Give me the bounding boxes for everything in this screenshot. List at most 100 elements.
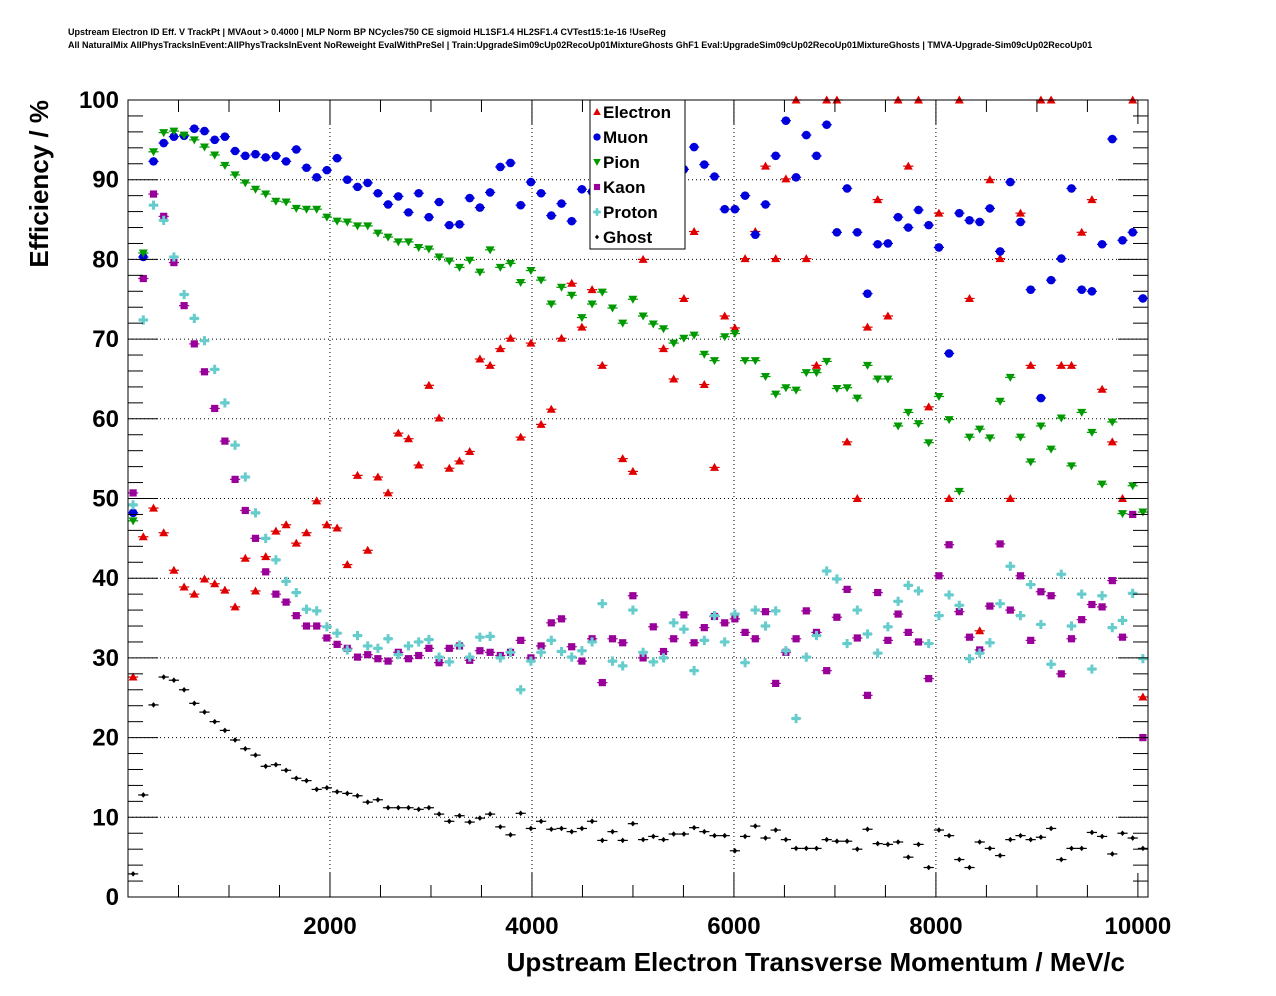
electron-point — [873, 195, 883, 204]
ghost-point — [487, 811, 493, 817]
pion-point — [883, 375, 893, 384]
ghost-point — [661, 836, 666, 843]
electron-point — [506, 333, 515, 342]
electron-point — [363, 545, 373, 554]
ghost-point — [436, 811, 442, 817]
pion-point — [342, 218, 352, 227]
kaon-point — [241, 506, 249, 515]
kaon-point — [517, 636, 525, 644]
pion-point — [485, 246, 495, 255]
y-tick-label: 60 — [92, 406, 119, 433]
muon-point — [567, 216, 576, 226]
pion-point — [455, 263, 464, 272]
kaon-point — [639, 654, 647, 662]
kaon-point — [1027, 636, 1035, 644]
pion-point — [536, 276, 546, 285]
pion-point — [495, 263, 505, 272]
muon-point — [230, 146, 240, 156]
pion-point — [159, 129, 169, 138]
muon-point — [526, 177, 536, 187]
ghost-point — [722, 832, 728, 839]
muon-point — [475, 203, 485, 212]
muon-point — [414, 188, 424, 198]
y-tick-label: 0 — [106, 884, 119, 911]
electron-point — [1005, 494, 1015, 502]
electron-point — [679, 293, 689, 302]
ghost-point — [518, 810, 524, 817]
muon-point — [1138, 294, 1148, 303]
ghost-point — [732, 847, 738, 854]
pion-point — [567, 291, 577, 300]
ghost-point — [538, 818, 544, 825]
ghost-point — [763, 835, 768, 841]
electron-point — [812, 360, 821, 369]
x-tick-label: 2000 — [303, 913, 356, 940]
proton-point — [587, 637, 597, 647]
electron-point — [434, 413, 444, 422]
proton-point — [424, 634, 434, 645]
y-tick-label: 20 — [92, 725, 119, 752]
ghost-point — [681, 831, 687, 837]
proton-point — [230, 440, 240, 450]
proton-point — [526, 656, 536, 666]
proton-point — [648, 657, 658, 667]
proton-point — [546, 635, 556, 645]
electron-point — [332, 523, 342, 532]
ghost-point — [548, 826, 554, 833]
kaon-point — [935, 572, 943, 580]
kaon-point — [680, 611, 688, 619]
proton-point — [975, 648, 985, 658]
kaon-point — [323, 634, 331, 642]
pion-point — [230, 171, 240, 180]
muon-point — [873, 239, 882, 249]
x-tick-label: 8000 — [909, 913, 962, 940]
kaon-point — [1037, 588, 1045, 596]
electron-point — [965, 293, 974, 302]
proton-point — [271, 555, 281, 565]
muon-point — [955, 208, 964, 218]
kaon-point — [863, 691, 872, 699]
legend-item-ghost: Ghost — [594, 228, 652, 247]
kaon-point — [945, 541, 953, 549]
proton-point — [1087, 664, 1097, 674]
ghost-point — [1130, 835, 1136, 841]
ghost-point — [630, 820, 636, 827]
pion-point — [210, 151, 220, 160]
pion-point — [200, 143, 209, 152]
grid-lines — [128, 100, 1148, 897]
electron-point — [302, 528, 311, 537]
kaon-point — [700, 624, 708, 632]
proton-point — [669, 618, 679, 628]
proton-point — [1138, 654, 1148, 664]
y-tick-label: 100 — [79, 87, 119, 114]
muon-point — [1067, 184, 1076, 193]
legend-item-proton: Proton — [593, 203, 658, 222]
legend-item-pion: Pion — [593, 153, 640, 172]
electron-point — [179, 582, 189, 591]
pion-point — [189, 136, 199, 145]
muon-point — [261, 153, 271, 162]
electron-point — [781, 174, 791, 183]
kaon-point — [853, 634, 861, 642]
ghost-point — [324, 785, 330, 791]
proton-point — [200, 336, 209, 346]
electron-point — [414, 460, 424, 469]
pion-point — [852, 394, 862, 403]
ghost-point — [977, 839, 983, 845]
electron-point — [587, 285, 597, 294]
axes: 0 10 20 30 40 50 60 70 80 90 100 2000 4000 6000 8000 10… — [79, 87, 1171, 940]
pion-point — [679, 334, 689, 343]
muon-point — [893, 212, 903, 222]
muon-point — [710, 172, 719, 181]
ghost-point — [1069, 845, 1074, 852]
electron-point — [1067, 360, 1076, 369]
electron-point — [883, 311, 893, 320]
muon-point — [404, 208, 413, 217]
pion-legend-marker — [593, 159, 601, 166]
kaon-point — [731, 615, 739, 623]
proton-point — [159, 215, 169, 225]
pion-point — [251, 185, 260, 194]
ghost-point — [589, 818, 595, 825]
pion-point — [791, 386, 801, 395]
muon-point — [1118, 235, 1127, 245]
